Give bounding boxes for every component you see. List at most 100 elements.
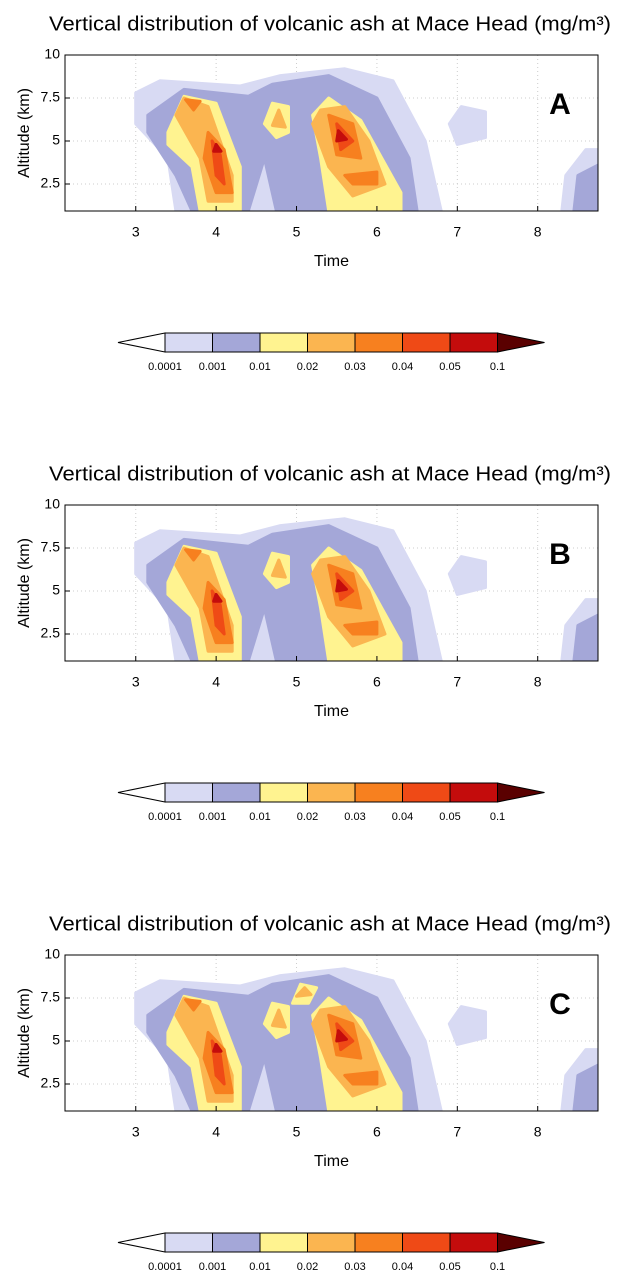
x-tick-label: 8 [534, 674, 542, 690]
x-axis-label: Time [314, 1153, 349, 1170]
colorbar-label: 0.01 [249, 1261, 270, 1273]
contour-region [212, 1042, 223, 1053]
colorbar-label: 0.001 [199, 1261, 227, 1273]
panel: Vertical distribution of volcanic ash at… [16, 463, 611, 823]
colorbar-box [307, 332, 356, 353]
contour-region [572, 613, 598, 661]
contours [134, 67, 598, 211]
x-tick-label: 4 [212, 674, 220, 690]
colorbar-box [164, 332, 213, 353]
colorbar-box [212, 332, 261, 353]
colorbar-box [259, 782, 308, 803]
y-tick-label: 2.5 [41, 1075, 61, 1091]
panel-label: C [549, 988, 571, 1021]
colorbar-box [354, 1232, 403, 1253]
colorbar-box [449, 332, 498, 353]
x-tick-label: 8 [534, 224, 542, 240]
y-tick-label: 2.5 [41, 625, 61, 641]
contour-region [184, 548, 202, 562]
colorbar-label: 0.05 [439, 811, 460, 823]
colorbar-box [449, 782, 498, 803]
contour-region [447, 555, 487, 596]
contour-region [447, 1005, 487, 1046]
panel: Vertical distribution of volcanic ash at… [16, 913, 611, 1273]
x-tick-label: 8 [534, 1124, 542, 1140]
chart-title: Vertical distribution of volcanic ash at… [49, 463, 611, 485]
y-tick-label: 2.5 [41, 175, 61, 191]
colorbar-label: 0.001 [199, 811, 227, 823]
panel-label: B [549, 538, 571, 571]
colorbar-label: 0.02 [297, 811, 318, 823]
x-tick-label: 3 [132, 674, 140, 690]
contour-region [184, 98, 202, 112]
x-tick-label: 6 [373, 1124, 381, 1140]
colorbar-box [354, 782, 403, 803]
contour-region [184, 998, 202, 1012]
y-tick-label: 10 [44, 46, 60, 62]
contour-region [343, 170, 379, 186]
colorbar-label: 0.1 [490, 361, 505, 373]
colorbar-label: 0.04 [392, 361, 413, 373]
contour-region [572, 1063, 598, 1111]
x-tick-label: 7 [453, 224, 461, 240]
plot-frame [64, 54, 599, 212]
contours [134, 967, 598, 1111]
colorbar-label: 0.02 [297, 1261, 318, 1273]
x-tick-label: 5 [293, 224, 301, 240]
y-axis-label: Altitude (km) [16, 88, 33, 178]
colorbar-arrow [117, 332, 166, 353]
colorbar-label: 0.0001 [148, 1261, 182, 1273]
plot-frame [64, 504, 599, 662]
colorbar-box [354, 332, 403, 353]
colorbar-label: 0.03 [344, 361, 365, 373]
y-tick-label: 7.5 [41, 989, 61, 1005]
contour-region [212, 142, 223, 153]
plot-frame [64, 954, 599, 1112]
contour-region [212, 592, 223, 603]
x-tick-label: 4 [212, 224, 220, 240]
y-tick-label: 5 [52, 132, 60, 148]
x-tick-label: 3 [132, 224, 140, 240]
x-tick-label: 6 [373, 674, 381, 690]
x-tick-label: 7 [453, 1124, 461, 1140]
colorbar-arrow [497, 782, 545, 803]
y-tick-label: 5 [52, 582, 60, 598]
colorbar-label: 0.05 [439, 1261, 460, 1273]
colorbar-label: 0.02 [297, 361, 318, 373]
colorbar-label: 0.0001 [148, 361, 182, 373]
contour-region [335, 579, 348, 593]
panel-label: A [549, 88, 571, 121]
chart-title: Vertical distribution of volcanic ash at… [49, 13, 611, 35]
panel: Vertical distribution of volcanic ash at… [16, 13, 611, 373]
x-axis-label: Time [314, 703, 349, 720]
colorbar-box [402, 782, 451, 803]
colorbar-label: 0.05 [439, 361, 460, 373]
colorbar-box [307, 1232, 356, 1253]
contour-region [572, 163, 598, 211]
colorbar-label: 0.1 [490, 1261, 505, 1273]
colorbar-label: 0.03 [344, 1261, 365, 1273]
x-axis-label: Time [314, 253, 349, 270]
colorbar-label: 0.04 [392, 1261, 413, 1273]
colorbar-box [164, 782, 213, 803]
y-tick-label: 7.5 [41, 539, 61, 555]
colorbar-arrow [497, 1232, 545, 1253]
contours [134, 517, 598, 661]
colorbar-arrow [497, 332, 545, 353]
colorbar-label: 0.01 [249, 811, 270, 823]
y-axis-label: Altitude (km) [16, 988, 33, 1078]
chart-title: Vertical distribution of volcanic ash at… [49, 913, 611, 935]
colorbar-box [449, 1232, 498, 1253]
colorbar-box [402, 1232, 451, 1253]
contour-region [295, 986, 313, 998]
x-tick-label: 4 [212, 1124, 220, 1140]
colorbar-box [212, 782, 261, 803]
contour-region [335, 129, 348, 143]
x-tick-label: 5 [293, 1124, 301, 1140]
x-tick-label: 7 [453, 674, 461, 690]
x-tick-label: 5 [293, 674, 301, 690]
y-tick-label: 10 [44, 946, 60, 962]
colorbar-label: 0.0001 [148, 811, 182, 823]
y-tick-label: 7.5 [41, 89, 61, 105]
